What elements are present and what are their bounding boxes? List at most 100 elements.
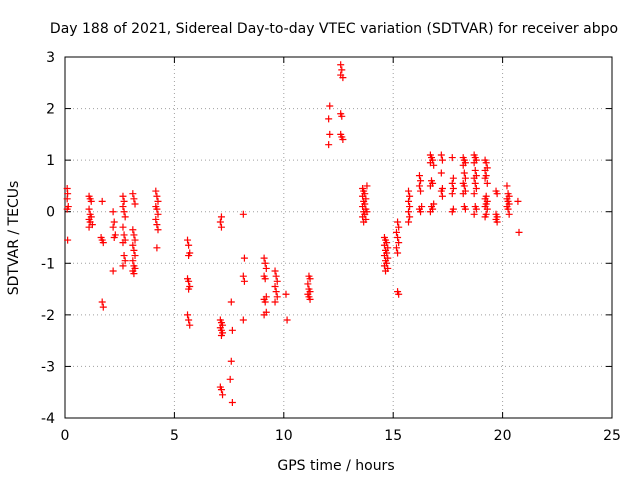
data-point bbox=[121, 257, 129, 265]
x-tick-label: 5 bbox=[170, 428, 179, 444]
chart-title: Day 188 of 2021, Sidereal Day-to-day VTE… bbox=[50, 21, 618, 37]
data-point bbox=[120, 197, 128, 205]
data-point bbox=[304, 280, 312, 288]
data-point bbox=[109, 223, 117, 231]
data-point bbox=[153, 244, 161, 252]
data-point bbox=[154, 226, 162, 234]
data-point bbox=[119, 223, 127, 231]
data-point bbox=[152, 187, 160, 195]
data-point bbox=[503, 182, 511, 190]
data-point bbox=[121, 213, 129, 221]
data-point bbox=[470, 174, 478, 182]
data-point bbox=[261, 275, 269, 283]
data-point bbox=[382, 267, 390, 275]
data-point bbox=[85, 223, 93, 231]
data-point bbox=[514, 197, 522, 205]
data-point bbox=[240, 277, 248, 285]
data-point bbox=[438, 156, 446, 164]
data-point bbox=[363, 208, 371, 216]
data-point bbox=[394, 218, 402, 226]
data-point bbox=[130, 195, 138, 203]
data-point bbox=[483, 205, 491, 213]
data-point bbox=[271, 298, 279, 306]
data-point bbox=[306, 295, 314, 303]
data-point bbox=[98, 298, 106, 306]
data-point bbox=[185, 277, 193, 285]
y-tick-label: -2 bbox=[41, 308, 55, 324]
data-point bbox=[110, 218, 118, 226]
data-point bbox=[129, 190, 137, 198]
data-point bbox=[260, 254, 268, 262]
data-point bbox=[152, 215, 160, 223]
data-point bbox=[306, 275, 314, 283]
data-point bbox=[87, 197, 95, 205]
data-point bbox=[63, 205, 71, 213]
x-tick-label: 15 bbox=[384, 428, 402, 444]
data-point bbox=[481, 166, 489, 174]
data-point bbox=[482, 159, 490, 167]
data-point bbox=[130, 231, 138, 239]
data-point bbox=[437, 187, 445, 195]
data-point bbox=[405, 218, 413, 226]
data-point bbox=[184, 236, 192, 244]
data-point bbox=[325, 115, 333, 123]
data-point bbox=[504, 205, 512, 213]
x-tick-label: 25 bbox=[603, 428, 621, 444]
y-tick-label: 1 bbox=[46, 153, 55, 169]
data-point bbox=[395, 223, 403, 231]
data-point bbox=[130, 246, 138, 254]
data-point bbox=[186, 321, 194, 329]
data-point bbox=[405, 187, 413, 195]
x-tick-label: 0 bbox=[61, 428, 70, 444]
data-point bbox=[394, 234, 402, 241]
data-point bbox=[272, 272, 280, 280]
data-point bbox=[227, 298, 235, 306]
data-point bbox=[417, 187, 425, 195]
data-point bbox=[405, 197, 413, 205]
data-point bbox=[227, 357, 235, 365]
data-point bbox=[515, 228, 523, 236]
data-point bbox=[470, 190, 478, 198]
data-point bbox=[239, 210, 247, 218]
data-point bbox=[448, 154, 456, 162]
data-point bbox=[271, 282, 279, 290]
data-point bbox=[217, 386, 225, 394]
data-point bbox=[481, 174, 489, 182]
data-point bbox=[459, 190, 467, 198]
data-point bbox=[339, 136, 347, 144]
data-point bbox=[337, 61, 345, 69]
data-point bbox=[184, 311, 192, 319]
data-point bbox=[493, 190, 501, 198]
data-point bbox=[505, 210, 513, 218]
plot-frame bbox=[64, 56, 613, 419]
data-point bbox=[262, 264, 270, 272]
data-point bbox=[448, 208, 456, 216]
data-point bbox=[394, 249, 402, 257]
axis-ticks: 0 5 10 15 20 25 -4 -3 -2 -1 0 1 2 3 bbox=[41, 50, 621, 444]
data-point bbox=[119, 192, 127, 200]
data-point bbox=[119, 203, 127, 211]
data-point bbox=[448, 190, 456, 198]
data-point bbox=[437, 151, 445, 159]
data-point bbox=[460, 169, 468, 177]
data-point bbox=[417, 177, 425, 185]
y-tick-label: 2 bbox=[46, 102, 55, 118]
data-point bbox=[226, 375, 234, 383]
grid-lines bbox=[65, 57, 612, 418]
data-point bbox=[273, 293, 281, 301]
data-point bbox=[130, 270, 138, 278]
x-tick-label: 10 bbox=[275, 428, 293, 444]
data-point bbox=[481, 213, 489, 221]
data-point bbox=[216, 218, 224, 226]
data-point bbox=[110, 234, 118, 241]
data-point bbox=[120, 231, 128, 239]
data-point bbox=[154, 210, 162, 218]
y-tick-label: 0 bbox=[46, 205, 55, 221]
y-axis-label: SDTVAR / TECUs bbox=[6, 181, 22, 296]
y-tick-label: -3 bbox=[41, 359, 55, 375]
data-point bbox=[185, 241, 193, 249]
data-point bbox=[406, 213, 414, 221]
data-point bbox=[271, 267, 279, 275]
data-point bbox=[129, 226, 137, 234]
